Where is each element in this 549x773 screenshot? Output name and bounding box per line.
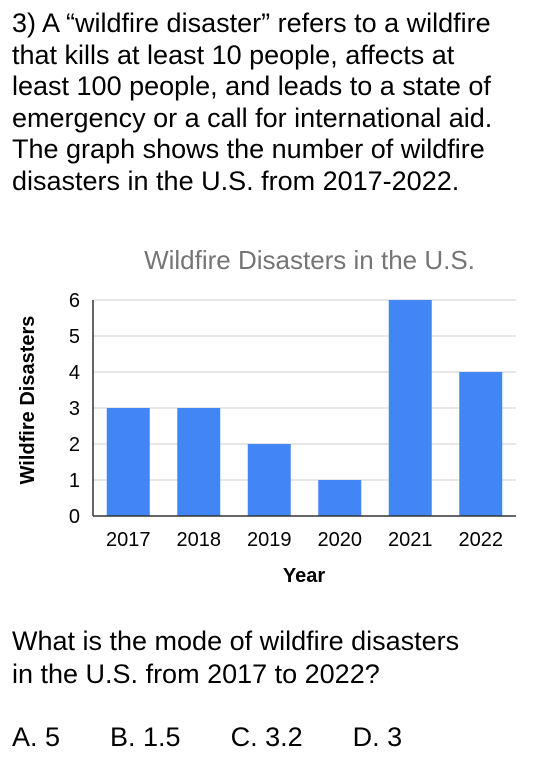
option-d[interactable]: D. 3: [352, 722, 403, 752]
bar-chart: 0 1 2 3 4 5 6 2017 2018 2019 2020 2021 2022 Wildfir…: [17, 290, 516, 587]
y-tick-label: 0: [69, 506, 80, 528]
x-tick-label: 2022: [459, 529, 504, 551]
answer-options: A. 5 B. 1.5 C. 3.2 D. 3: [12, 722, 452, 753]
question-text: 3) A “wildfire disaster” refers to a wil…: [12, 8, 493, 196]
y-axis-label: Wildfire Disasters: [17, 316, 39, 485]
bar-2022: [459, 372, 503, 516]
bar-2017: [106, 408, 150, 516]
chart-title: Wildfire Disasters in the U.S.: [144, 245, 475, 275]
x-tick-label: 2018: [177, 529, 222, 551]
x-tick-label: 2017: [106, 529, 151, 551]
y-tick-label: 2: [69, 434, 80, 456]
option-a[interactable]: A. 5: [12, 722, 61, 752]
y-tick-label: 6: [69, 290, 80, 312]
x-tick-label: 2019: [247, 529, 292, 551]
option-b[interactable]: B. 1.5: [110, 722, 181, 752]
bar-2020: [318, 480, 362, 516]
y-tick-label: 3: [69, 398, 80, 420]
bar-2021: [388, 300, 432, 516]
option-c[interactable]: C. 3.2: [230, 722, 303, 752]
bar-2018: [177, 408, 221, 516]
x-tick-label: 2021: [388, 529, 433, 551]
x-tick-label: 2020: [318, 529, 363, 551]
y-tick-label: 5: [69, 326, 80, 348]
y-tick-label: 1: [69, 470, 80, 492]
x-axis-label: Year: [283, 565, 325, 587]
bar-2019: [247, 444, 291, 516]
y-tick-label: 4: [69, 362, 80, 384]
question-prompt: What is the mode of wildfire disasters i…: [12, 626, 460, 689]
